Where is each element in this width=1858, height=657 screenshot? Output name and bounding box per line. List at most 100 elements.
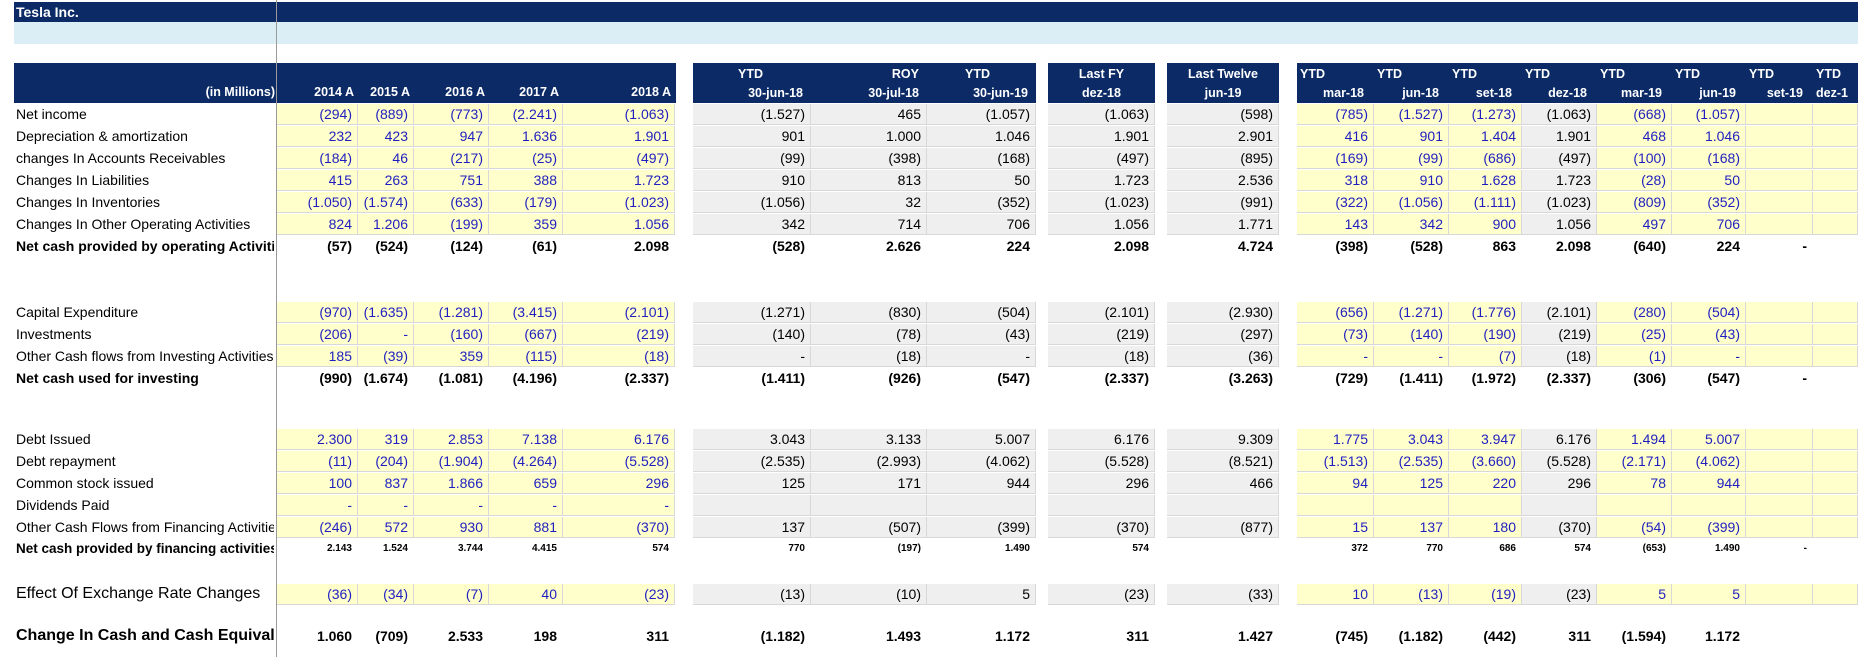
- quarter-value-cell[interactable]: (2.101): [1546, 304, 1591, 320]
- quarter-value-cell[interactable]: (2.535): [1398, 453, 1443, 469]
- value-cell[interactable]: 2.098: [633, 238, 669, 254]
- value-cell[interactable]: (547): [997, 370, 1030, 386]
- quarter-value-cell[interactable]: (686): [1483, 150, 1516, 166]
- value-cell[interactable]: 2.143: [326, 543, 352, 554]
- quarter-value-cell[interactable]: (2.171): [1621, 453, 1666, 469]
- value-cell[interactable]: 415: [328, 172, 352, 188]
- value-cell[interactable]: (1.674): [363, 370, 408, 386]
- value-cell[interactable]: (8.521): [1228, 453, 1273, 469]
- value-cell[interactable]: 4.724: [1237, 238, 1273, 254]
- value-cell[interactable]: 944: [1006, 475, 1030, 491]
- value-cell[interactable]: 465: [897, 106, 921, 122]
- value-cell[interactable]: 2.533: [447, 628, 483, 644]
- value-cell[interactable]: (1.023): [624, 194, 669, 210]
- value-cell[interactable]: (206): [319, 326, 352, 342]
- value-cell[interactable]: 296: [1125, 475, 1149, 491]
- value-cell[interactable]: 3.133: [885, 431, 921, 447]
- value-cell[interactable]: 910: [781, 172, 805, 188]
- value-cell[interactable]: 574: [652, 543, 669, 554]
- quarter-value-cell[interactable]: 318: [1344, 172, 1368, 188]
- value-cell[interactable]: (370): [1116, 519, 1149, 535]
- value-cell[interactable]: (926): [888, 370, 921, 386]
- value-cell[interactable]: (1.023): [1104, 194, 1149, 210]
- value-cell[interactable]: (13): [780, 586, 805, 602]
- quarter-value-cell[interactable]: 372: [1351, 543, 1368, 554]
- value-cell[interactable]: 100: [328, 475, 352, 491]
- value-cell[interactable]: (36): [1248, 348, 1273, 364]
- quarter-value-cell[interactable]: (656): [1335, 304, 1368, 320]
- value-cell[interactable]: (497): [636, 150, 669, 166]
- quarter-value-cell[interactable]: 1.172: [1704, 628, 1740, 644]
- quarter-value-cell[interactable]: (306): [1633, 370, 1666, 386]
- quarter-value-cell[interactable]: 944: [1716, 475, 1740, 491]
- value-cell[interactable]: 342: [781, 216, 805, 232]
- value-cell[interactable]: (36): [327, 586, 352, 602]
- value-cell[interactable]: 1.723: [1113, 172, 1149, 188]
- quarter-value-cell[interactable]: 5.007: [1704, 431, 1740, 447]
- value-cell[interactable]: 6.176: [1113, 431, 1149, 447]
- value-cell[interactable]: (352): [997, 194, 1030, 210]
- value-cell[interactable]: (140): [772, 326, 805, 342]
- value-cell[interactable]: 1.056: [633, 216, 669, 232]
- quarter-value-cell[interactable]: 770: [1426, 543, 1443, 554]
- quarter-value-cell[interactable]: (352): [1707, 194, 1740, 210]
- quarter-value-cell[interactable]: (100): [1633, 150, 1666, 166]
- value-cell[interactable]: 1.723: [633, 172, 669, 188]
- value-cell[interactable]: (991): [1240, 194, 1273, 210]
- value-cell[interactable]: 2.626: [885, 238, 921, 254]
- quarter-value-cell[interactable]: (28): [1641, 172, 1666, 188]
- value-cell[interactable]: 1.046: [994, 128, 1030, 144]
- row-label[interactable]: Investments: [16, 326, 92, 342]
- quarter-value-cell[interactable]: -: [1735, 348, 1740, 364]
- value-cell[interactable]: (10): [896, 586, 921, 602]
- value-cell[interactable]: 930: [459, 519, 483, 535]
- value-cell[interactable]: (246): [319, 519, 352, 535]
- value-cell[interactable]: (23): [1124, 586, 1149, 602]
- value-cell[interactable]: (2.993): [876, 453, 921, 469]
- value-cell[interactable]: 359: [459, 348, 483, 364]
- value-cell[interactable]: 1.901: [633, 128, 669, 144]
- value-cell[interactable]: (179): [524, 194, 557, 210]
- quarter-value-cell[interactable]: (1.056): [1398, 194, 1443, 210]
- company-name[interactable]: Tesla Inc.: [16, 4, 79, 20]
- quarter-value-cell[interactable]: 311: [1568, 628, 1591, 644]
- quarter-value-cell[interactable]: 220: [1492, 475, 1516, 491]
- value-cell[interactable]: (5.528): [624, 453, 669, 469]
- row-label[interactable]: Net income: [16, 106, 87, 122]
- value-cell[interactable]: (297): [1240, 326, 1273, 342]
- value-cell[interactable]: 319: [384, 431, 408, 447]
- value-cell[interactable]: 232: [328, 128, 352, 144]
- quarter-value-cell[interactable]: 94: [1352, 475, 1368, 491]
- value-cell[interactable]: 1.056: [1113, 216, 1149, 232]
- value-cell[interactable]: (219): [1116, 326, 1149, 342]
- value-cell[interactable]: 751: [459, 172, 483, 188]
- value-cell[interactable]: (294): [319, 106, 352, 122]
- quarter-value-cell[interactable]: 3.043: [1407, 431, 1443, 447]
- value-cell[interactable]: (57): [327, 238, 352, 254]
- row-label[interactable]: Changes In Inventories: [16, 194, 160, 210]
- value-cell[interactable]: (184): [319, 150, 352, 166]
- quarter-value-cell[interactable]: (729): [1335, 370, 1368, 386]
- value-cell[interactable]: (115): [525, 348, 557, 364]
- quarter-value-cell[interactable]: 1.056: [1555, 216, 1591, 232]
- value-cell[interactable]: 1.000: [885, 128, 921, 144]
- quarter-value-cell[interactable]: 137: [1419, 519, 1443, 535]
- value-cell[interactable]: (1.411): [761, 370, 805, 386]
- quarter-value-cell[interactable]: (1.063): [1546, 106, 1591, 122]
- quarter-value-cell[interactable]: -: [1363, 348, 1368, 364]
- value-cell[interactable]: (504): [997, 304, 1030, 320]
- value-cell[interactable]: 311: [646, 628, 669, 644]
- value-cell[interactable]: (598): [1240, 106, 1273, 122]
- value-cell[interactable]: 3.744: [457, 543, 483, 554]
- value-cell[interactable]: (3.263): [1228, 370, 1273, 386]
- quarter-value-cell[interactable]: 2.098: [1555, 238, 1591, 254]
- value-cell[interactable]: (197): [897, 543, 921, 554]
- quarter-value-cell[interactable]: 5: [1732, 586, 1740, 602]
- value-cell[interactable]: (1.182): [760, 628, 805, 644]
- value-cell[interactable]: 466: [1249, 475, 1273, 491]
- quarter-value-cell[interactable]: 342: [1419, 216, 1443, 232]
- value-cell[interactable]: (39): [383, 348, 408, 364]
- value-cell[interactable]: (204): [375, 453, 408, 469]
- value-cell[interactable]: 359: [533, 216, 557, 232]
- quarter-value-cell[interactable]: (4.062): [1695, 453, 1740, 469]
